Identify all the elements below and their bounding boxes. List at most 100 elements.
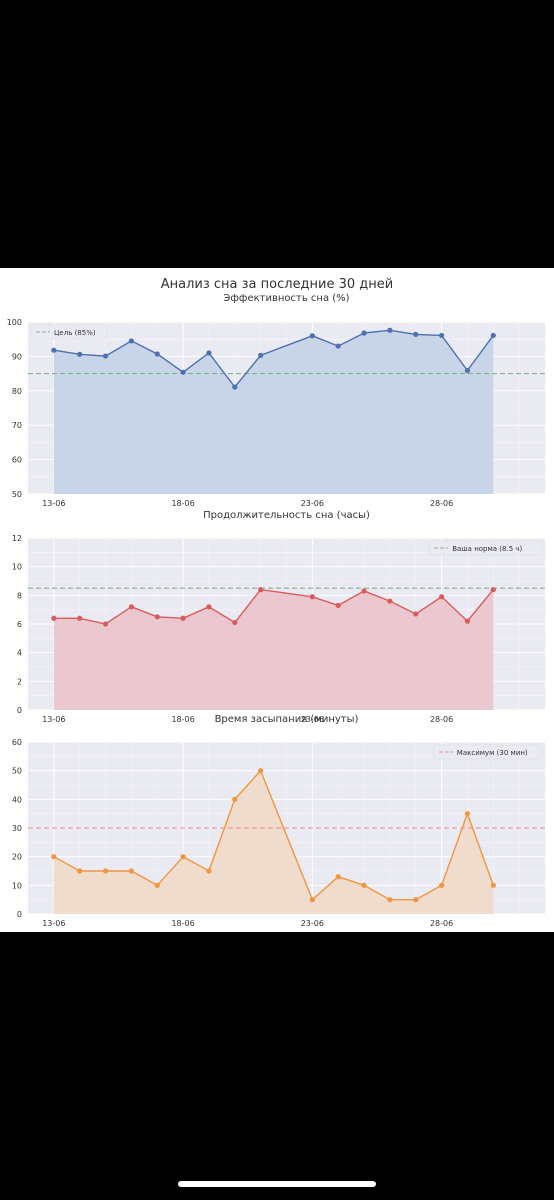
data-point bbox=[490, 332, 496, 339]
y-tick-label: 12 bbox=[12, 534, 22, 543]
y-tick-label: 90 bbox=[12, 352, 22, 361]
data-point bbox=[128, 338, 134, 344]
x-tick-label: 23-06 bbox=[301, 715, 324, 724]
data-point bbox=[413, 897, 419, 903]
data-point bbox=[490, 882, 496, 888]
data-point bbox=[77, 615, 83, 621]
y-tick-label: 80 bbox=[12, 387, 22, 396]
data-point bbox=[309, 333, 315, 339]
data-point bbox=[258, 352, 264, 358]
x-tick-label: 13-06 bbox=[42, 499, 65, 508]
sleep-efficiency-chart: Эффективность сна (%) 50 60 70 80 90 100 13-06 1… bbox=[7, 293, 545, 508]
x-tick-label: 28-06 bbox=[430, 715, 453, 724]
data-point bbox=[206, 604, 212, 610]
data-point bbox=[490, 587, 496, 593]
data-point bbox=[335, 602, 341, 608]
y-tick-label: 60 bbox=[12, 738, 22, 747]
data-point bbox=[232, 384, 238, 390]
figure-title: Анализ сна за последние 30 дней bbox=[160, 277, 394, 292]
x-tick-label: 23-06 bbox=[301, 919, 324, 928]
data-point bbox=[387, 897, 393, 903]
data-point bbox=[439, 594, 445, 600]
y-tick-label: 8 bbox=[17, 591, 22, 600]
series-area-fill bbox=[53, 589, 494, 710]
data-point bbox=[464, 811, 471, 817]
data-point bbox=[361, 882, 367, 888]
legend-box bbox=[30, 324, 108, 340]
data-point bbox=[128, 604, 134, 610]
data-point bbox=[361, 588, 367, 594]
data-point bbox=[335, 874, 341, 880]
home-indicator[interactable] bbox=[178, 1181, 376, 1187]
y-tick-label: 60 bbox=[12, 456, 22, 465]
legend-box bbox=[433, 744, 543, 760]
x-tick-label: 28-06 bbox=[430, 499, 453, 508]
y-tick-label: 40 bbox=[12, 795, 22, 804]
data-point bbox=[309, 594, 315, 600]
sleep-duration-chart: Продолжительность сна (часы) 0 2 4 6 8 10 12 13-… bbox=[12, 510, 545, 724]
data-point bbox=[413, 331, 419, 337]
data-point bbox=[51, 347, 57, 353]
y-tick-label: 4 bbox=[17, 649, 22, 658]
data-point bbox=[180, 854, 186, 860]
legend-label: Максимум (30 мин) bbox=[457, 749, 528, 757]
data-point bbox=[335, 343, 341, 349]
chart-title: Продолжительность сна (часы) bbox=[203, 510, 370, 521]
x-tick-label: 18-06 bbox=[171, 715, 194, 724]
y-tick-label: 100 bbox=[7, 318, 22, 327]
data-point bbox=[51, 615, 57, 621]
x-tick-label: 13-06 bbox=[42, 715, 65, 724]
data-point bbox=[77, 868, 83, 874]
legend-box bbox=[428, 540, 543, 556]
legend-label: Цель (85%) bbox=[54, 329, 96, 337]
data-point bbox=[387, 327, 393, 333]
sleep-onset-chart: Время засыпания (минуты) 0 10 20 30 40 50 60 13-… bbox=[12, 714, 545, 928]
data-point bbox=[77, 351, 83, 357]
data-point bbox=[361, 330, 367, 336]
y-tick-label: 30 bbox=[12, 824, 22, 833]
x-tick-label: 18-06 bbox=[171, 919, 194, 928]
data-point bbox=[232, 619, 238, 626]
y-tick-label: 6 bbox=[17, 620, 22, 629]
chart-title: Время засыпания (минуты) bbox=[215, 714, 359, 725]
data-point bbox=[180, 369, 186, 375]
chart-title: Эффективность сна (%) bbox=[223, 293, 349, 304]
data-point bbox=[206, 868, 212, 874]
data-point bbox=[413, 611, 419, 617]
x-tick-label: 18-06 bbox=[171, 499, 194, 508]
y-tick-label: 50 bbox=[12, 767, 22, 776]
data-point bbox=[439, 882, 445, 888]
data-point bbox=[102, 621, 109, 627]
data-point bbox=[154, 882, 160, 888]
figure-sheet: Анализ сна за последние 30 дней Эффектив… bbox=[0, 268, 554, 932]
data-point bbox=[439, 332, 445, 339]
data-point bbox=[102, 353, 109, 359]
data-point bbox=[309, 897, 315, 903]
data-point bbox=[464, 367, 471, 374]
y-tick-label: 10 bbox=[12, 563, 22, 572]
data-point bbox=[102, 868, 109, 874]
y-tick-label: 10 bbox=[12, 881, 22, 890]
y-tick-label: 20 bbox=[12, 853, 22, 862]
data-point bbox=[154, 614, 160, 620]
y-tick-label: 50 bbox=[12, 490, 22, 499]
data-point bbox=[258, 768, 264, 774]
data-point bbox=[154, 351, 160, 357]
data-point bbox=[464, 618, 471, 624]
x-tick-label: 13-06 bbox=[42, 919, 65, 928]
data-point bbox=[206, 350, 212, 356]
data-point bbox=[387, 598, 393, 604]
data-point bbox=[232, 796, 238, 802]
y-tick-label: 0 bbox=[17, 910, 22, 919]
series-area-fill bbox=[53, 770, 494, 914]
data-point bbox=[180, 615, 186, 621]
series-area-fill bbox=[53, 330, 494, 494]
x-tick-label: 23-06 bbox=[301, 499, 324, 508]
data-point bbox=[258, 587, 264, 593]
legend-label: Ваша норма (8.5 ч) bbox=[452, 545, 522, 553]
y-tick-label: 2 bbox=[17, 677, 22, 686]
data-point bbox=[128, 868, 134, 874]
y-tick-label: 70 bbox=[12, 421, 22, 430]
x-tick-label: 28-06 bbox=[430, 919, 453, 928]
y-tick-label: 0 bbox=[17, 706, 22, 715]
